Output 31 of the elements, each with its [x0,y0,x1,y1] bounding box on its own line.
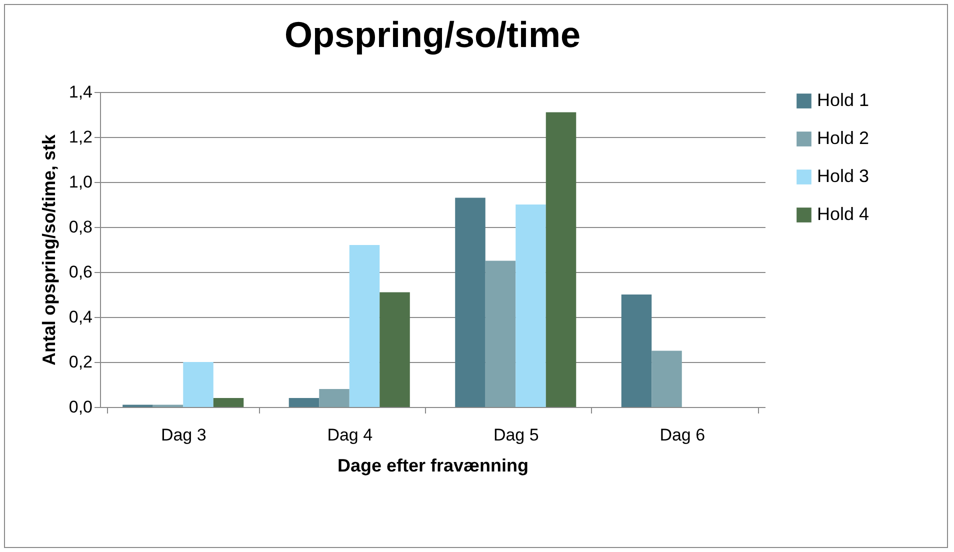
chart-title: Opspring/so/time [284,14,581,55]
y-tick-label: 0,6 [68,262,92,282]
bar [455,198,486,407]
bar [213,398,244,407]
bar [349,245,380,407]
legend-label: Hold 3 [817,166,870,186]
y-tick-label: 0,4 [68,308,92,326]
bar [485,260,516,407]
legend-label: Hold 2 [817,128,870,148]
x-tick-label: Dag 5 [493,426,539,444]
y-tick-label: 1,0 [68,172,92,192]
bar [652,350,682,407]
bar [621,294,652,407]
bar [319,389,350,407]
x-tick-label: Dag 4 [327,426,373,444]
y-tick-label: 1,2 [68,128,92,146]
bar [516,204,546,407]
bar [546,112,576,407]
legend-label: Hold 4 [817,204,870,224]
y-tick-label: 0,2 [68,352,92,372]
y-tick-label: 0,8 [68,218,92,236]
y-tick-label: 0,0 [68,398,92,416]
bar [288,398,320,407]
legend-label: Hold 1 [817,90,870,110]
x-tick-label: Dag 3 [160,426,206,444]
x-axis-title: Dage efter fravænning [337,456,529,476]
y-axis-title: Antal opspring/so/time, stk [38,133,59,366]
bar [380,292,410,407]
x-tick-label: Dag 6 [660,426,706,444]
bar [183,362,214,407]
y-tick-label: 1,4 [68,82,92,102]
